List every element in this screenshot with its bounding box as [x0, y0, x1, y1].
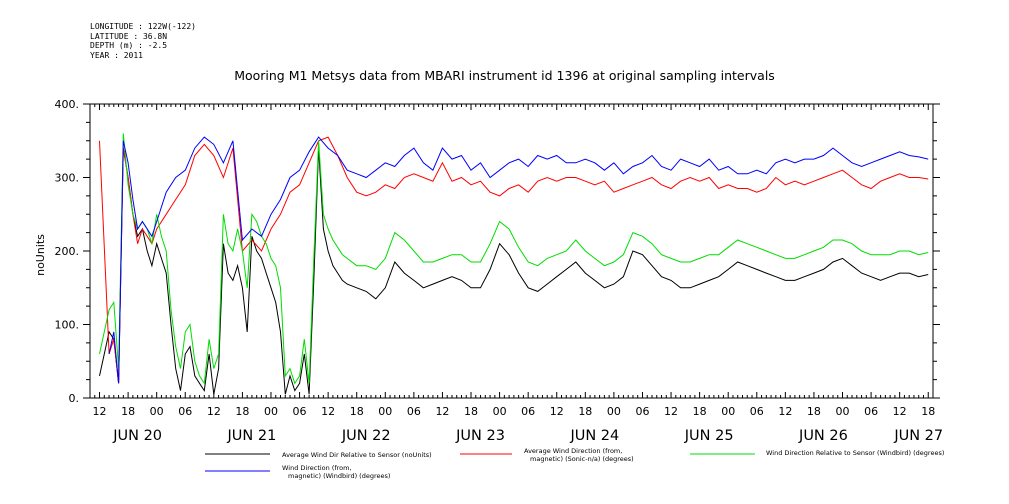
x-tick-label: 12	[321, 405, 335, 418]
x-tick-label: 18	[350, 405, 364, 418]
longitude-text: LONGITUDE : 122W(-122)	[90, 22, 196, 31]
y-axis-label: noUnits	[34, 234, 47, 276]
x-tick-label: 06	[178, 405, 192, 418]
x-tick-label: 18	[121, 405, 135, 418]
x-tick-label: 06	[521, 405, 535, 418]
date-label: JUN 22	[341, 428, 391, 444]
y-tick-label: 200.	[55, 245, 80, 258]
metadata-block: LONGITUDE : 122W(-122) LATITUDE : 36.8N …	[90, 22, 196, 60]
x-tick-label: 06	[635, 405, 649, 418]
series-lines	[99, 133, 929, 395]
date-label: JUN 24	[569, 428, 619, 444]
date-label: JUN 27	[893, 428, 943, 444]
axis-labels: 12 18 00 06 12 18 00 06 12 18 00 06 12 18 00 06 12 18 00 06…	[55, 98, 944, 444]
axis-ticks	[83, 103, 940, 399]
x-tick-label: 12	[893, 405, 907, 418]
x-tick-label: 06	[293, 405, 307, 418]
x-tick-label: 00	[493, 405, 507, 418]
legend: Average Wind Dir Relative to Sensor (noU…	[205, 447, 944, 480]
legend-label: Wind Direction Relative to Sensor (Windb…	[766, 449, 944, 457]
x-tick-label: 12	[664, 405, 678, 418]
y-tick-label: 400.	[55, 98, 80, 111]
x-tick-label: 12	[93, 405, 107, 418]
x-tick-label: 18	[578, 405, 592, 418]
x-tick-label: 00	[378, 405, 392, 418]
x-tick-label: 06	[407, 405, 421, 418]
x-tick-label: 12	[207, 405, 221, 418]
x-tick-label: 18	[921, 405, 935, 418]
x-tick-label: 06	[864, 405, 878, 418]
x-tick-label: 18	[807, 405, 821, 418]
series-line-2	[99, 136, 929, 384]
year-text: YEAR : 2011	[90, 50, 143, 60]
x-tick-label: 00	[607, 405, 621, 418]
series-line-4	[108, 136, 929, 384]
depth-text: DEPTH (m) : -2.5	[90, 41, 168, 50]
x-tick-label: 00	[264, 405, 278, 418]
y-tick-label: 100.	[55, 319, 80, 332]
date-label: JUN 25	[684, 428, 734, 444]
legend-label: Average Wind Dir Relative to Sensor (noU…	[282, 451, 432, 459]
x-tick-label: 06	[750, 405, 764, 418]
date-label: JUN 21	[227, 428, 277, 444]
x-tick-label: 00	[721, 405, 735, 418]
x-tick-label: 12	[550, 405, 564, 418]
chart-title: Mooring M1 Metsys data from MBARI instru…	[234, 68, 775, 83]
x-tick-label: 18	[693, 405, 707, 418]
x-tick-label: 12	[435, 405, 449, 418]
date-label: JUN 26	[798, 428, 848, 444]
plot-frame	[89, 103, 934, 399]
x-tick-label: 12	[778, 405, 792, 418]
latitude-text: LATITUDE : 36.8N	[90, 31, 168, 41]
legend-label: Wind Direction (from, magnetic) (Windbird…	[282, 464, 390, 480]
x-tick-label: 00	[150, 405, 164, 418]
y-tick-label: 300.	[55, 172, 80, 185]
x-tick-label: 18	[464, 405, 478, 418]
series-line-1	[99, 148, 929, 395]
y-tick-label: 0.	[69, 392, 80, 405]
date-label: JUN 23	[455, 428, 505, 444]
x-tick-label: 18	[235, 405, 249, 418]
x-tick-label: 00	[836, 405, 850, 418]
legend-label: Average Wind Direction (from, magnetic) (…	[524, 447, 634, 463]
series-line-3	[99, 133, 929, 385]
date-label: JUN 20	[112, 428, 162, 444]
